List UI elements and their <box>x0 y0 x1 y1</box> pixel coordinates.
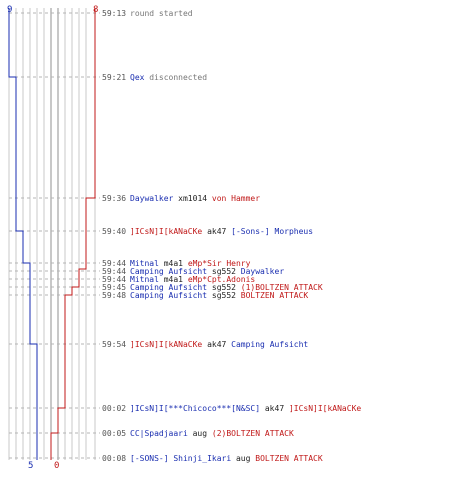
event-text: Camping Aufsicht sg552 Daywalker <box>130 267 284 276</box>
event-text: Camping Aufsicht sg552 (1)BOLTZEN ATTACK <box>130 283 323 292</box>
event-text-part: Camping Aufsicht <box>231 340 308 349</box>
event-text-part: von Hammer <box>212 194 260 203</box>
blue-end-count: 5 <box>28 461 33 471</box>
event-row: 59:21 Qex disconnected <box>102 73 207 82</box>
red-start-count: 8 <box>93 5 98 15</box>
event-row: 59:45 Camping Aufsicht sg552 (1)BOLTZEN A… <box>102 283 323 292</box>
event-time: 00:05 <box>102 429 126 438</box>
event-text-part: m4a1 <box>159 275 188 284</box>
event-row: 59:44 Camping Aufsicht sg552 Daywalker <box>102 267 284 276</box>
event-row: 59:36 Daywalker xm1014 von Hammer <box>102 194 260 203</box>
event-text: ]ICsN]I[***Chicoco***[N&SC] ak47 ]ICsN]I… <box>130 404 361 413</box>
event-time: 00:08 <box>102 454 126 463</box>
event-time: 59:44 <box>102 259 126 268</box>
event-text-part: Daywalker <box>241 267 285 276</box>
event-row: 59:44 Mitnal m4a1 eMp*Cpt.Adonis <box>102 275 255 284</box>
event-row: 59:48 Camping Aufsicht sg552 BOLTZEN ATTA… <box>102 291 308 300</box>
event-text-part: ak47 <box>202 227 231 236</box>
event-text-part: [-Sons-] Morpheus <box>231 227 313 236</box>
event-time: 59:44 <box>102 275 126 284</box>
event-text-part: (1)BOLTZEN ATTACK <box>241 283 323 292</box>
event-time: 59:44 <box>102 267 126 276</box>
event-text: Mitnal m4a1 eMp*Cpt.Adonis <box>130 275 255 284</box>
event-text-part: [-SONS-] Shinji_Ikari <box>130 454 231 463</box>
event-text-part: BOLTZEN ATTACK <box>241 291 309 300</box>
event-time: 59:13 <box>102 9 126 18</box>
event-row: 59:13 round started <box>102 9 193 18</box>
event-time: 00:02 <box>102 404 126 413</box>
blue-start-count: 9 <box>7 5 12 15</box>
event-text-part: CC|Spadjaari <box>130 429 188 438</box>
event-text: Camping Aufsicht sg552 BOLTZEN ATTACK <box>130 291 308 300</box>
event-text-part: aug <box>188 429 212 438</box>
event-text: Mitnal m4a1 eMp*Sir Henry <box>130 259 251 268</box>
event-text-part: sg552 <box>207 283 241 292</box>
event-text-part: aug <box>231 454 255 463</box>
event-text: round started <box>130 9 193 18</box>
event-text-part: (2)BOLTZEN ATTACK <box>212 429 294 438</box>
red-end-count: 0 <box>54 461 59 471</box>
event-text-part: ]ICsN]I[***Chicoco***[N&SC] <box>130 404 260 413</box>
event-text-part: sg552 <box>207 267 241 276</box>
event-text-part: Mitnal <box>130 275 159 284</box>
event-text-part: sg552 <box>207 291 241 300</box>
event-row: 59:54 ]ICsN]I[kANaCKe ak47 Camping Aufsic… <box>102 340 308 349</box>
event-text-part: Qex <box>130 73 145 82</box>
event-row: 59:40 ]ICsN]I[kANaCKe ak47 [-Sons-] Morph… <box>102 227 313 236</box>
event-text-part: Camping Aufsicht <box>130 267 207 276</box>
event-row: 00:08 [-SONS-] Shinji_Ikari aug BOLTZEN A… <box>102 454 323 463</box>
event-text-part: Mitnal <box>130 259 159 268</box>
event-text: Daywalker xm1014 von Hammer <box>130 194 260 203</box>
event-text-part: round started <box>130 9 193 18</box>
event-text-part: m4a1 <box>159 259 188 268</box>
event-time: 59:45 <box>102 283 126 292</box>
alive-grid <box>8 8 96 460</box>
event-text-part: ak47 <box>260 404 289 413</box>
event-text-part: Camping Aufsicht <box>130 291 207 300</box>
event-text-part: BOLTZEN ATTACK <box>255 454 323 463</box>
red-team-alive-line <box>50 8 96 460</box>
event-time: 59:48 <box>102 291 126 300</box>
event-text-part: ]ICsN]I[kANaCKe <box>130 340 202 349</box>
blue-team-alive-line <box>8 8 38 460</box>
event-row: 00:05 CC|Spadjaari aug (2)BOLTZEN ATTACK <box>102 429 294 438</box>
event-text: Qex disconnected <box>130 73 207 82</box>
event-text: CC|Spadjaari aug (2)BOLTZEN ATTACK <box>130 429 294 438</box>
event-text-part: disconnected <box>144 73 207 82</box>
event-time: 59:36 <box>102 194 126 203</box>
event-text-part: ]ICsN]I[kANaCKe <box>130 227 202 236</box>
event-row: 59:44 Mitnal m4a1 eMp*Sir Henry <box>102 259 251 268</box>
event-time: 59:21 <box>102 73 126 82</box>
event-text: ]ICsN]I[kANaCKe ak47 [-Sons-] Morpheus <box>130 227 313 236</box>
event-text-part: Camping Aufsicht <box>130 283 207 292</box>
event-text-part: eMp*Cpt.Adonis <box>188 275 256 284</box>
event-text: [-SONS-] Shinji_Ikari aug BOLTZEN ATTACK <box>130 454 323 463</box>
event-text: ]ICsN]I[kANaCKe ak47 Camping Aufsicht <box>130 340 308 349</box>
event-row: 00:02 ]ICsN]I[***Chicoco***[N&SC] ak47 ]I… <box>102 404 361 413</box>
event-text-part: ]ICsN]I[kANaCKe <box>289 404 361 413</box>
event-text-part: eMp*Sir Henry <box>188 259 251 268</box>
event-text-part: Daywalker <box>130 194 174 203</box>
event-time: 59:54 <box>102 340 126 349</box>
event-text-part: ak47 <box>202 340 231 349</box>
event-time: 59:40 <box>102 227 126 236</box>
event-text-part: xm1014 <box>173 194 212 203</box>
